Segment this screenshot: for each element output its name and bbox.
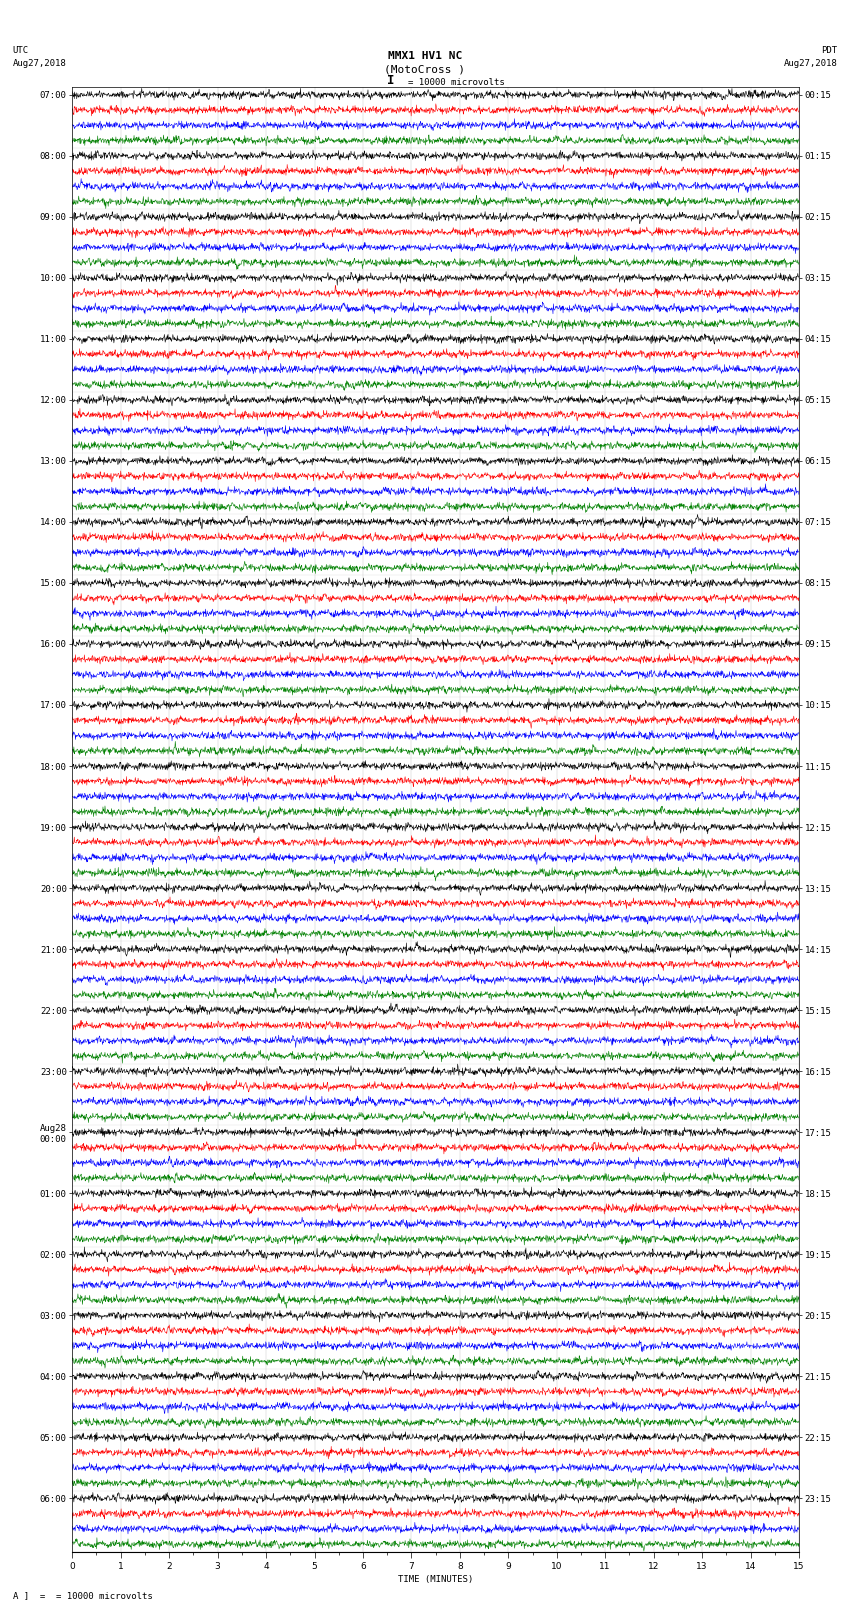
Text: UTC: UTC	[13, 45, 29, 55]
Text: A ]  =  = 10000 microvolts: A ] = = 10000 microvolts	[13, 1590, 152, 1600]
Text: (MotoCross ): (MotoCross )	[384, 65, 466, 74]
Text: Aug27,2018: Aug27,2018	[13, 58, 66, 68]
Text: I: I	[388, 74, 394, 87]
Text: MMX1 HV1 NC: MMX1 HV1 NC	[388, 52, 462, 61]
Text: Aug27,2018: Aug27,2018	[784, 58, 837, 68]
Text: PDT: PDT	[821, 45, 837, 55]
Text: = 10000 microvolts: = 10000 microvolts	[408, 77, 505, 87]
X-axis label: TIME (MINUTES): TIME (MINUTES)	[398, 1576, 473, 1584]
